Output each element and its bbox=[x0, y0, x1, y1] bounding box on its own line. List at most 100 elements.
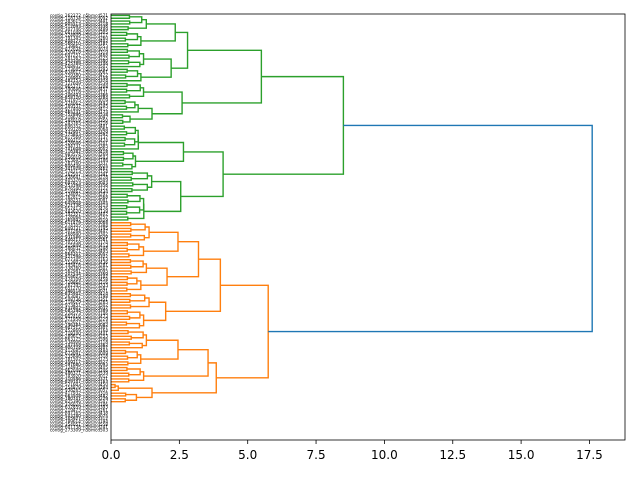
leaf-label: contig_795416_n5bmcd281 bbox=[50, 263, 108, 268]
leaf-label: contig_947512_n5bmcd307 bbox=[50, 325, 108, 330]
plot-frame bbox=[110, 13, 626, 441]
leaf-label: contig_574213_n5bmcd154 bbox=[50, 169, 108, 174]
leaf-label: contig_228573_n5bmcd146 bbox=[50, 311, 108, 316]
leaf-label: contig_834617_n5bmcd061 bbox=[50, 70, 108, 75]
x-tick-label: 15.0 bbox=[508, 448, 535, 462]
leaf-label: contig_263087_n5bmcd198 bbox=[50, 294, 108, 299]
leaf-label: contig_273309_n5bmcd503 bbox=[50, 427, 108, 432]
leaf-label: contig_896352_n5bmcd481 bbox=[50, 124, 108, 129]
leaf-label: contig_182395_n5bmcd333 bbox=[50, 283, 108, 288]
leaf-label: contig_421598_n5bmcd322 bbox=[50, 254, 108, 259]
leaf-label: contig_235846_n5bmcd318 bbox=[50, 354, 108, 359]
x-tick-label: 17.5 bbox=[576, 448, 603, 462]
leaf-label: contig_685194_n5bmcd389 bbox=[50, 308, 108, 313]
leaf-label: contig_906724_n5bmcd207 bbox=[50, 345, 108, 350]
leaf-label: contig_983574_n5bmcd269 bbox=[50, 152, 108, 157]
leaf-label: contig_338760_n5bmcd507 bbox=[50, 266, 108, 271]
leaf-label: contig_398251_n5bmcd081 bbox=[50, 197, 108, 202]
leaf-label: contig_673091_n5bmcd049 bbox=[50, 351, 108, 356]
leaf-label: contig_206493_n5bmcd366 bbox=[50, 92, 108, 97]
leaf-label: contig_905513_n5bmcd218 bbox=[50, 21, 108, 26]
leaf-label: contig_584019_n5bmcd350 bbox=[50, 118, 108, 123]
x-tick-label: 0.0 bbox=[101, 448, 120, 462]
leaf-label: contig_802416_n5bmcd473 bbox=[50, 314, 108, 319]
leaf-label: contig_482153_n5bmcd374 bbox=[50, 78, 108, 83]
leaf-label: contig_809436_n5bmcd025 bbox=[50, 163, 108, 168]
leaf-label: contig_192357_n5bmcd402 bbox=[50, 212, 108, 217]
leaf-label: contig_601738_n5bmcd241 bbox=[50, 425, 108, 430]
leaf-label: contig_274105_n5bmcd384 bbox=[50, 223, 108, 228]
leaf-label: contig_262272_n5bmcd571 bbox=[50, 13, 108, 18]
leaf-label: contig_863175_n5bmcd596 bbox=[50, 337, 108, 342]
leaf-label: contig_239671_n5bmcd495 bbox=[50, 249, 108, 254]
leaf-label: contig_965271_n5bmcd208 bbox=[50, 84, 108, 89]
leaf-label: contig_432907_n5bmcd329 bbox=[50, 129, 108, 134]
leaf-label: contig_651270_n5bmcd587 bbox=[50, 285, 108, 290]
x-tick-label: 2.5 bbox=[170, 448, 189, 462]
leaf-label: contig_938265_n5bmcd057 bbox=[50, 388, 108, 393]
leaf-label: contig_817569_n5bmcd137 bbox=[50, 135, 108, 140]
leaf-label: contig_116382_n5bmcd418 bbox=[50, 149, 108, 154]
leaf-label: contig_512093_n5bmcd336 bbox=[50, 24, 108, 29]
leaf-label: contig_207534_n5bmcd369 bbox=[50, 271, 108, 276]
leaf-label: contig_310586_n5bmcd371 bbox=[50, 376, 108, 381]
leaf-label: contig_417932_n5bmcd316 bbox=[50, 391, 108, 396]
leaf-label: contig_743920_n5bmcd012 bbox=[50, 374, 108, 379]
leaf-label: contig_354051_n5bmcd558 bbox=[50, 422, 108, 427]
dendrogram-links bbox=[111, 14, 593, 403]
leaf-label: contig_608932_n5bmcd507 bbox=[50, 64, 108, 69]
leaf-label: contig_287160_n5bmcd337 bbox=[50, 161, 108, 166]
leaf-label: contig_221736_n5bmcd213 bbox=[50, 203, 108, 208]
leaf-label: contig_507264_n5bmcd447 bbox=[50, 229, 108, 234]
leaf-label: contig_118734_n5bmcd092 bbox=[50, 16, 108, 21]
leaf-label: contig_938641_n5bmcd278 bbox=[50, 175, 108, 180]
leaf-label: contig_571603_n5bmcd450 bbox=[50, 382, 108, 387]
leaf-label: contig_957413_n5bmcd476 bbox=[50, 206, 108, 211]
leaf-label: contig_114629_n5bmcd265 bbox=[50, 300, 108, 305]
leaf-label: contig_412685_n5bmcd484 bbox=[50, 348, 108, 353]
leaf-label: contig_124935_n5bmcd405 bbox=[50, 365, 108, 370]
leaf-label: contig_165927_n5bmcd312 bbox=[50, 416, 108, 421]
leaf-label: contig_716904_n5bmcd158 bbox=[50, 75, 108, 80]
leaf-label: contig_341928_n5bmcd462 bbox=[50, 166, 108, 171]
leaf-label: contig_189537_n5bmcd245 bbox=[50, 104, 108, 109]
leaf-label: contig_789614_n5bmcd194 bbox=[50, 419, 108, 424]
leaf-label: contig_872034_n5bmcd074 bbox=[50, 47, 108, 52]
leaf-label: contig_196384_n5bmcd082 bbox=[50, 322, 108, 327]
leaf-label: contig_677345_n5bmcd163 bbox=[50, 257, 108, 262]
x-axis: 0.0 2.5 5.0 7.5 10.0 12.5 15.0 17.5 bbox=[101, 440, 603, 462]
leaf-label: contig_623845_n5bmcd186 bbox=[50, 158, 108, 163]
dendrogram-link bbox=[268, 124, 593, 333]
leaf-label: contig_752896_n5bmcd538 bbox=[50, 112, 108, 117]
leaf-label: contig_791345_n5bmcd260 bbox=[50, 36, 108, 41]
leaf-label: contig_350418_n5bmcd319 bbox=[50, 50, 108, 55]
leaf-label: contig_483620_n5bmcd139 bbox=[50, 209, 108, 214]
leaf-label: contig_259380_n5bmcd422 bbox=[50, 72, 108, 77]
leaf-label: contig_931586_n5bmcd029 bbox=[50, 234, 108, 239]
x-tick-label: 12.5 bbox=[439, 448, 466, 462]
leaf-label: contig_294731_n5bmcd385 bbox=[50, 143, 108, 148]
leaf-label: contig_147358_n5bmcd362 bbox=[50, 342, 108, 347]
leaf-label: contig_318674_n5bmcd097 bbox=[50, 115, 108, 120]
leaf-label: contig_876540_n5bmcd122 bbox=[50, 186, 108, 191]
leaf-label: contig_390846_n5bmcd457 bbox=[50, 87, 108, 92]
leaf-label: contig_254879_n5bmcd294 bbox=[50, 385, 108, 390]
leaf-label: contig_829147_n5bmcd183 bbox=[50, 379, 108, 384]
x-tick-label: 7.5 bbox=[307, 448, 326, 462]
leaf-label: contig_456019_n5bmcd543 bbox=[50, 155, 108, 160]
leaf-label: contig_315849_n5bmcd413 bbox=[50, 243, 108, 248]
leaf-label: contig_645908_n5bmcd345 bbox=[50, 200, 108, 205]
leaf-label: contig_973451_n5bmcd502 bbox=[50, 303, 108, 308]
leaf-label: contig_173045_n5bmcd293 bbox=[50, 67, 108, 72]
leaf-label: contig_243765_n5bmcd216 bbox=[50, 121, 108, 126]
leaf-label: contig_374062_n5bmcd493 bbox=[50, 101, 108, 106]
leaf-label: contig_425789_n5bmcd146 bbox=[50, 61, 108, 66]
leaf-label: contig_611479_n5bmcd068 bbox=[50, 220, 108, 225]
leaf-label: contig_405376_n5bmcd509 bbox=[50, 178, 108, 183]
leaf-label: contig_864207_n5bmcd057 bbox=[50, 251, 108, 256]
leaf-label: contig_728064_n5bmcd257 bbox=[50, 214, 108, 219]
leaf-label: contig_781502_n5bmcd175 bbox=[50, 356, 108, 361]
leaf-label: contig_697251_n5bmcd468 bbox=[50, 53, 108, 58]
